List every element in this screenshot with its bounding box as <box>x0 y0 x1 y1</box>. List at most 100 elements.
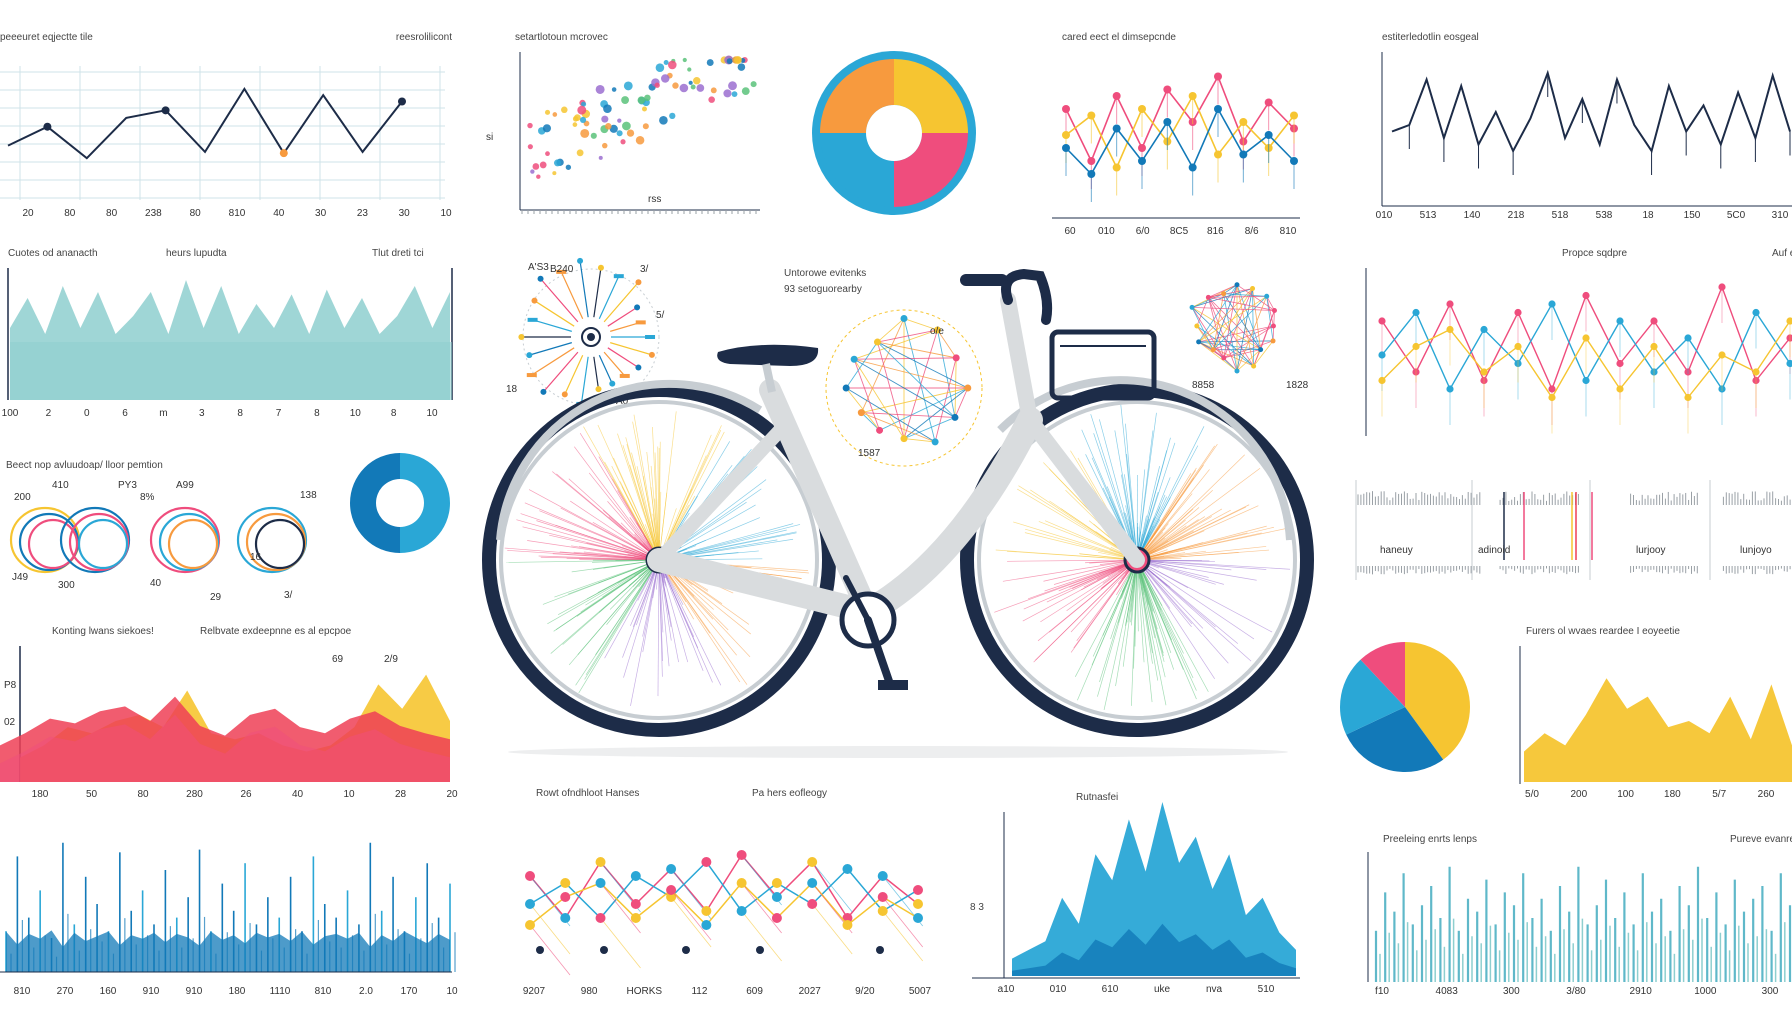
data-point <box>1616 317 1623 324</box>
line-chart-top-right: estiterledotlin eosgeal 010 513 140 218 518 5… <box>1376 32 1792 221</box>
tick-label: 10 <box>426 408 438 419</box>
web-node <box>1250 286 1255 291</box>
tick-label: 2 <box>46 408 52 419</box>
tick-label: 1110 <box>270 986 291 997</box>
tick-label: 010 <box>1098 226 1115 237</box>
data-point <box>1239 118 1247 126</box>
spoke-node <box>635 364 641 370</box>
tick-label: 2027 <box>799 986 822 997</box>
tick-label: 238 <box>145 208 162 219</box>
chart-title: estiterledotlin eosgeal <box>1382 32 1479 43</box>
spoke-tip <box>645 335 655 339</box>
hub-core <box>587 333 595 341</box>
data-point <box>1138 144 1146 152</box>
tick-label: 300 <box>1762 986 1779 997</box>
x-axis-label: rss <box>648 194 661 205</box>
tick-label: 180 <box>32 789 49 800</box>
scatter-point <box>728 81 737 90</box>
chart-title: Konting lwans siekoes! <box>52 626 154 637</box>
data-point <box>1062 144 1070 152</box>
spoke <box>565 355 583 394</box>
tick-label: 910 <box>186 986 203 997</box>
data-point <box>1446 300 1453 307</box>
radar-node <box>901 435 908 442</box>
spoke-tip <box>528 318 538 322</box>
scatter-point <box>577 106 586 115</box>
data-point <box>1378 377 1385 384</box>
spoke <box>581 357 588 404</box>
tick-label: 10 <box>440 208 452 219</box>
wheel-spoke <box>658 560 659 696</box>
spoke-node <box>531 298 537 304</box>
bar-chart-teal: Preeleing enrts lenps Pureve evanre f10 4… <box>1368 834 1792 997</box>
spoke-tip <box>614 274 624 278</box>
data-point <box>1163 118 1171 126</box>
wheel-spoke <box>585 560 659 679</box>
web-edge <box>1224 288 1253 357</box>
data-point <box>596 857 606 867</box>
ring-label: J49 <box>12 572 29 583</box>
spoke-node <box>595 386 601 392</box>
tick-label: 270 <box>57 986 74 997</box>
web-label: 8858 <box>1192 380 1215 391</box>
data-point <box>772 878 782 888</box>
spike-chart-blue: 810 270 160 910 910 180 1110 810 2.0 170 10 <box>0 843 458 997</box>
data-point <box>1684 334 1691 341</box>
scatter-point <box>601 116 608 123</box>
data-point <box>1548 394 1555 401</box>
chart-title: Beect nop avluudoap/ lloor pemtion <box>6 460 163 471</box>
data-point <box>807 899 817 909</box>
spoke <box>599 276 618 319</box>
data-point <box>913 913 923 923</box>
tick-label: 60 <box>1064 226 1076 237</box>
web-node <box>1211 347 1216 352</box>
data-point <box>1582 334 1589 341</box>
web-edge <box>1208 288 1252 297</box>
radar-node <box>964 385 971 392</box>
chart-title: setartlotoun mcrovec <box>515 32 608 43</box>
scatter-point <box>554 159 561 166</box>
data-point <box>842 864 852 874</box>
series-line <box>1392 73 1790 151</box>
scatter-point <box>552 171 556 175</box>
chart-title: peeeuret eqjectte tile <box>0 32 93 43</box>
chart-title-right: Auf e <box>1772 248 1792 259</box>
radar-edge <box>854 359 904 438</box>
tick-label: 20 <box>446 789 458 800</box>
tick-label: 609 <box>746 986 763 997</box>
scatter-chart-top: setartlotoun mcrovec rsssi <box>486 32 760 214</box>
scatter-point <box>603 104 612 113</box>
data-point <box>280 149 288 157</box>
tick-label: 40 <box>273 208 285 219</box>
tick-label: 5C0 <box>1727 210 1746 221</box>
scatter-point <box>689 81 693 85</box>
tick-label: 1000 <box>1694 986 1717 997</box>
scatter-point <box>545 151 550 156</box>
spoke-node <box>634 304 640 310</box>
web-node <box>1196 339 1201 344</box>
scatter-point <box>617 119 621 123</box>
tick-label: 2910 <box>1630 986 1653 997</box>
pie-chart-right <box>1340 642 1470 772</box>
data-point <box>1378 317 1385 324</box>
web-node <box>1272 308 1277 313</box>
scatter-point <box>617 130 623 136</box>
scatter-point <box>580 117 586 123</box>
spoke-node <box>526 352 532 358</box>
data-point <box>1265 99 1273 107</box>
web-node <box>1251 364 1256 369</box>
tick-label: 3 <box>199 408 205 419</box>
scatter-point <box>580 129 589 138</box>
tick-label: 10 <box>343 789 355 800</box>
dot-line-chart: cared eect el dimsepcnde 60 010 6/0 8C5 816 8… <box>1052 32 1300 237</box>
tick-label: 810 <box>229 208 246 219</box>
data-point <box>807 878 817 888</box>
tick-label: 200 <box>1570 789 1587 800</box>
ring-label: A99 <box>176 480 194 491</box>
scatter-point <box>643 123 649 129</box>
tick-label: 180 <box>1664 789 1681 800</box>
data-point <box>1548 385 1555 392</box>
tick-label: 910 <box>143 986 160 997</box>
scatter-point <box>668 61 677 70</box>
data-point <box>913 885 923 895</box>
